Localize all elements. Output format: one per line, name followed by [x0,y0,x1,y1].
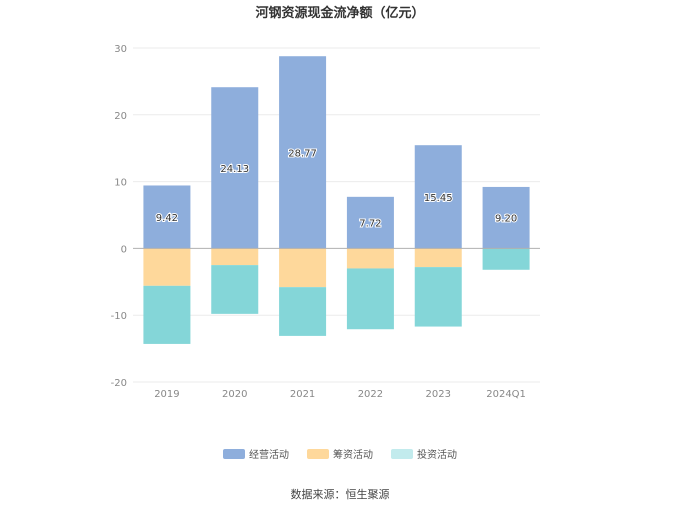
bar-financing [414,248,462,268]
bar-investing [346,268,394,330]
legend-swatch-financing [307,448,329,459]
legend-swatch-operating [223,448,245,459]
bar-value-label: 24.13 [220,164,249,175]
bar-operating [279,56,327,249]
bar-financing [346,248,394,269]
cash-flow-chart: 30 20 10 0 -10 -20 9.42 2019 24.13 2020 28.77 2021 7… [111,44,540,400]
bar-investing [414,267,462,327]
legend-label-operating: 经营活动 [249,450,289,461]
bar-investing [279,287,327,336]
bar-investing [482,248,530,270]
bar-financing [143,248,191,286]
bar-operating [211,87,259,249]
legend-label-financing: 筹资活动 [333,450,373,461]
bar-operating [143,185,191,249]
bar-operating [346,196,394,249]
data-source-note: 数据来源：恒生聚源 [290,488,390,501]
legend-item-financing[interactable]: 筹资活动 [307,446,373,461]
legend-label-investing: 投资活动 [417,450,457,461]
bar-investing [211,265,259,314]
bar-value-label: 28.77 [288,148,317,159]
x-tick-label: 2023 [426,389,451,400]
bar-value-label: 9.42 [156,213,178,224]
bar-value-label: 9.20 [495,214,517,225]
bar-operating [414,145,462,249]
y-tick-label: 30 [114,44,127,55]
legend-item-operating[interactable]: 经营活动 [223,446,289,461]
y-tick-label: 10 [114,178,127,189]
bar-value-label: 15.45 [424,193,453,204]
bar-investing [143,285,191,344]
legend-swatch-investing [391,448,413,459]
x-tick-label: 2024Q1 [486,389,526,400]
x-tick-label: 2022 [358,389,383,400]
legend-item-investing[interactable]: 投资活动 [391,446,457,461]
bar-value-label: 7.72 [359,219,381,230]
bar-operating [482,186,530,249]
y-tick-label: 0 [121,244,127,255]
bar-financing [279,248,327,288]
y-tick-label: -20 [111,378,127,389]
chart-legend: 经营活动 筹资活动 投资活动 [0,446,680,461]
bar-financing [211,248,259,266]
chart-title: 河钢资源现金流净额（亿元） [255,6,425,21]
x-tick-label: 2020 [222,389,247,400]
y-tick-label: 20 [114,111,127,122]
x-tick-label: 2021 [290,389,315,400]
y-tick-label: -10 [111,311,127,322]
x-tick-label: 2019 [154,389,179,400]
